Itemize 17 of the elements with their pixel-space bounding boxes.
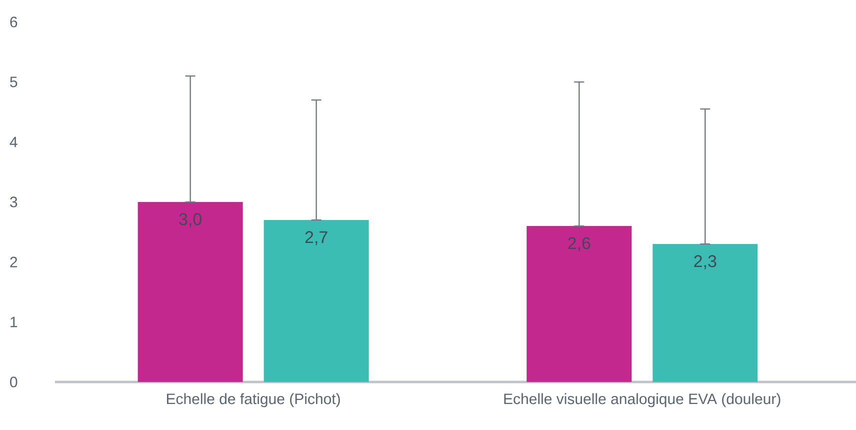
y-tick-label: 5 xyxy=(10,76,18,88)
y-tick-label: 2 xyxy=(10,256,18,268)
data-label: 2,6 xyxy=(568,237,590,252)
x-tick-label: Echelle de fatigue (Pichot) xyxy=(166,393,340,408)
y-tick-label: 6 xyxy=(10,16,18,28)
bar xyxy=(138,202,243,382)
y-tick-label: 0 xyxy=(10,376,18,388)
y-tick-label: 4 xyxy=(10,136,18,148)
y-tick-label: 1 xyxy=(10,316,18,328)
bar xyxy=(652,244,758,382)
data-label: 2,7 xyxy=(305,231,328,246)
data-label: 3,0 xyxy=(179,213,202,228)
x-tick-label: Echelle visuelle analogique EVA (douleur) xyxy=(504,393,780,408)
y-tick-label: 3 xyxy=(10,196,18,208)
data-label: 2,3 xyxy=(694,255,716,270)
bar xyxy=(526,226,632,382)
bar xyxy=(264,220,369,382)
